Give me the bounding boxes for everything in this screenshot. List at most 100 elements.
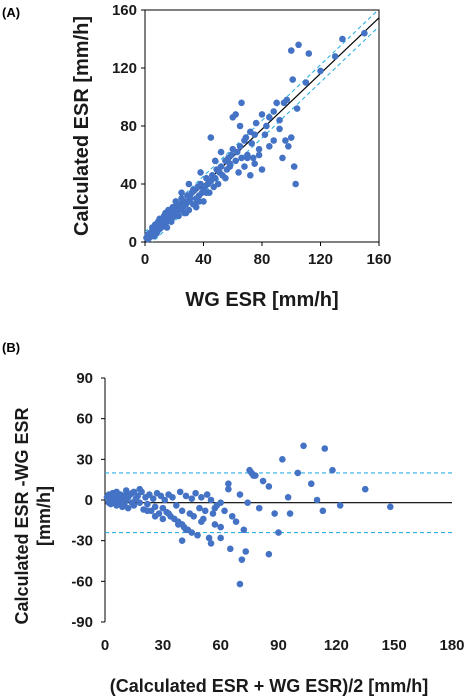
panel-a-data-point <box>276 116 283 124</box>
panel-b-data-point <box>265 483 273 490</box>
panel-b-data-point <box>211 504 219 512</box>
panel-a-data-point <box>238 99 245 107</box>
panel-a-data-point <box>270 137 278 144</box>
panel-a-data-point <box>185 180 193 188</box>
panel-b-data-point <box>307 480 315 488</box>
panel-a-data-point <box>217 163 225 170</box>
panel-b-data-point <box>192 489 199 497</box>
panel-b-data-point <box>182 492 190 500</box>
panel-b-x-tick-label: 180 <box>439 637 464 654</box>
panel-a-data-point <box>236 143 244 150</box>
panel-b-y-tick-label: -60 <box>71 573 93 590</box>
panel-b-x-tick-label: 0 <box>101 637 109 654</box>
panel-a-data-point <box>197 169 204 176</box>
panel-a-data-point <box>317 67 324 75</box>
panel-b-data-point <box>286 510 294 517</box>
panel-a-data-point <box>173 201 181 208</box>
panel-a-data-point <box>251 131 258 138</box>
panel-b-data-point <box>259 477 267 485</box>
panel-a-data-point <box>247 172 254 179</box>
panel-b-data-point <box>173 502 180 509</box>
panel-b-data-point <box>136 499 143 507</box>
panel-b-data-point <box>176 488 184 496</box>
panel-a-y-tick-label: 120 <box>112 60 137 77</box>
panel-a-y-tick-label: 160 <box>112 2 137 19</box>
panel-a-data-point <box>285 143 292 150</box>
panel-a-y-tick-label: 40 <box>120 176 137 193</box>
panel-b-data-point <box>255 504 263 512</box>
panel-b-data-point <box>211 521 219 528</box>
panel-a-x-tick-label: 120 <box>308 251 333 268</box>
panel-b-data-point <box>225 480 232 488</box>
panel-a-data-point <box>302 79 310 86</box>
panel-b-data-point <box>188 495 196 502</box>
panel-b-data-point <box>209 510 217 517</box>
panel-a-data-point <box>200 198 207 205</box>
panel-b-data-point <box>336 502 344 509</box>
panel-a-ticks: 0 40 80 120 160 0 40 80 120 160 <box>112 2 392 268</box>
panel-b-x-tick-label: 120 <box>324 637 349 654</box>
panel-b-data-point <box>242 548 250 555</box>
panel-b-x-tick-label: 90 <box>270 637 287 654</box>
panel-b-data-point <box>124 491 132 498</box>
panel-a-data-point <box>361 29 368 37</box>
panel-b-data-point <box>387 503 394 511</box>
panel-b-data-point <box>124 504 132 512</box>
panel-b-data-point <box>227 545 234 553</box>
panel-a-data-point <box>287 134 295 141</box>
panel-b-data-point <box>198 493 205 501</box>
panel-b-data-point <box>151 503 159 511</box>
panel-a-lower-confidence-line <box>151 26 379 242</box>
panel-b-x-tick-label: 30 <box>154 637 171 654</box>
panel-a-y-tick-label: 80 <box>120 118 137 135</box>
panel-b-y-tick-label: 60 <box>76 411 93 428</box>
panel-b-x-tick-label: 150 <box>382 637 407 654</box>
panel-a-data-point <box>182 209 190 217</box>
panel-a-data-point <box>263 122 270 130</box>
panel-a-data-point <box>249 154 257 162</box>
panel-b-data-point <box>165 510 172 517</box>
panel-b-label: (B) <box>2 340 20 355</box>
panel-a-data-point <box>255 145 263 153</box>
panel-b-data-point <box>244 499 251 507</box>
panel-b-data-point <box>205 534 213 542</box>
panel-b-data-point <box>228 512 236 520</box>
panel-b-x-tick-label: 60 <box>212 637 229 654</box>
panel-b-data-point <box>225 485 232 493</box>
panel-b-data-point <box>221 507 228 515</box>
panel-b-data-point <box>201 507 209 515</box>
panel-a-data-point <box>222 174 229 182</box>
panel-b-data-point <box>149 495 157 502</box>
panel-b-data-point <box>294 469 302 477</box>
panel-b-x-axis-title: (Calculated ESR + WG ESR)/2 [mm/h] <box>110 676 429 696</box>
panel-a-data-point <box>211 174 219 182</box>
panel-b-data-point <box>136 485 143 493</box>
panel-b: (B) 0 30 60 90 120 150 180 90 60 30 0 -30 -60 -90 (Ca… <box>2 340 465 696</box>
panel-b-data-point <box>319 507 327 515</box>
panel-a-data-point <box>276 125 283 133</box>
panel-b-data-point <box>329 466 336 474</box>
panel-a-data-point <box>283 96 291 104</box>
panel-b-data-point <box>174 521 182 528</box>
panel-b-data-point <box>178 537 186 544</box>
panel-a-data-point <box>227 151 235 159</box>
panel-a-data-point <box>233 148 241 156</box>
panel-a-data-point <box>248 140 256 147</box>
panel-a-data-point <box>252 119 260 127</box>
panel-b-data-point <box>151 512 159 520</box>
panel-a-data-point <box>290 163 298 170</box>
panel-a-data-point <box>217 148 225 156</box>
panel-a-data-point <box>295 41 302 49</box>
panel-a-data-point <box>187 195 194 202</box>
panel-a-data-point <box>292 180 299 188</box>
panel-b-data-point <box>169 493 176 501</box>
panel-a-data-point <box>163 224 171 231</box>
panel-b-data-point <box>279 456 286 463</box>
panel-b-data-point <box>236 580 244 588</box>
panel-a-data-point <box>293 105 301 112</box>
panel-a-data-point <box>261 131 269 138</box>
panel-b-data-point <box>188 529 196 536</box>
panel-a-data-point <box>242 134 250 141</box>
panel-b-data-point <box>217 499 224 507</box>
